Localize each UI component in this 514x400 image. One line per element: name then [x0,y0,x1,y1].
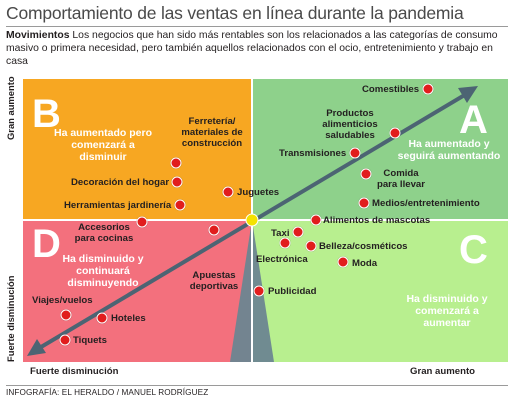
intro-paragraph: Movimientos Los negocios que han sido má… [6,29,510,68]
dot-hoteles [96,312,108,324]
dot-productos [389,127,401,139]
label-productos: Productos alimenticios saludables [322,108,378,141]
dot-medios [358,197,370,209]
quadrant-a-letter: A [459,98,488,142]
x-axis-left-label: Fuerte disminución [30,366,119,377]
credit-text: INFOGRAFÍA: EL HERALDO / MANUEL RODRÍGUE… [6,388,209,397]
label-decoracion: Decoración del hogar [71,177,170,188]
dot-herramientas [174,199,186,211]
trend-arrow-head-top [458,86,478,103]
label-ferreteria: Ferretería/ materiales de construcción [181,116,243,149]
dot-accesorios [136,216,148,228]
dot-viajes [60,309,72,321]
label-herramientas: Herramientas jardinería [64,200,172,211]
quadrant-b-text: Ha aumentado pero comenzará a disminuir [53,127,153,163]
dot-ferreteria [170,157,182,169]
dot-taxi [292,226,304,238]
dot-juguetes [222,186,234,198]
footer-divider [6,385,508,386]
intro-text: Los negocios que han sido más rentables … [6,30,498,67]
quadrant-b-letter: B [32,92,61,136]
y-axis-bottom-label: Fuerte disminución [5,275,16,362]
label-apuestas: Apuestas deportivas [189,270,239,292]
quadrant-a-text: Ha aumentado y seguirá aumentando [397,138,501,162]
quadrant-c-letter: C [459,228,488,272]
dot-alimentos-mascotas [310,214,322,226]
dot-decoracion [171,176,183,188]
title-divider [6,26,508,27]
label-moda: Moda [352,258,378,269]
dot-comida [360,168,372,180]
label-accesorios: Accesorios para cocinas [74,222,134,244]
quadrant-d-text: Ha disminuido y continuará disminuyendo [62,253,144,289]
label-taxi: Taxi [271,228,290,239]
label-alimentos-mascotas: Alimentos de mascotas [323,215,431,226]
page-title: Comportamiento de las ventas en línea du… [6,3,464,23]
label-transmisiones: Transmisiones [279,148,347,159]
label-viajes: Viajes/vuelos [32,295,93,306]
label-juguetes: Juguetes [237,187,280,198]
quadrant-d-letter: D [32,222,61,266]
intro-bold: Movimientos [6,30,70,41]
label-medios: Medios/entretenimiento [372,198,480,209]
label-tiquets: Tiquets [73,335,107,346]
y-axis-top-label: Gran aumento [5,76,16,140]
label-comestibles: Comestibles [362,84,420,95]
center-point [245,213,259,227]
label-belleza: Belleza/cosméticos [319,241,408,252]
trend-arrow-head-bottom [27,339,46,356]
label-comida: Comida para llevar [376,168,425,190]
quadrant-c-text: Ha disminuido y comenzará a aumentar [406,293,488,329]
label-publicidad: Publicidad [268,286,317,297]
dot-transmisiones [349,147,361,159]
dot-publicidad [253,285,265,297]
quadrant-b [23,79,252,220]
dot-apuestas [208,224,220,236]
x-axis-right-label: Gran aumento [410,366,476,377]
dot-belleza [305,240,317,252]
quadrant-c [252,220,508,362]
dot-moda [337,256,349,268]
dot-tiquets [59,334,71,346]
dot-electronica [279,237,291,249]
label-hoteles: Hoteles [111,313,146,324]
dot-comestibles [422,83,434,95]
label-electronica: Electrónica [256,254,308,265]
